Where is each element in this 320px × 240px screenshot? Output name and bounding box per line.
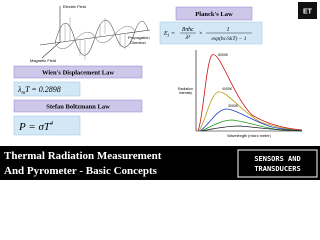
planck-title: Planck's Law (195, 11, 233, 18)
wien-title-box (13, 65, 143, 79)
planck-E: E (163, 31, 168, 37)
curve-blue (199, 108, 303, 132)
logo-text: ET (303, 9, 313, 16)
planck-title-box (175, 6, 253, 21)
y-label-1: Radiation (178, 87, 193, 91)
planck-mul: × (199, 31, 202, 37)
stefan-title-box (13, 99, 143, 113)
label-magnetic: Magnetic Field (30, 58, 56, 63)
curve-label-3: 3000K (228, 104, 239, 108)
wien-rest: T = 0.2898 (25, 85, 61, 94)
badge-1: SENSORS AND (254, 155, 300, 163)
label-direction: Direction (130, 40, 146, 45)
curve-yellow (198, 91, 303, 132)
curve-red (197, 54, 303, 132)
stefan-title: Stefan Boltzmann Law (46, 104, 110, 111)
x-label: Wavelength (micro meter) (227, 134, 271, 138)
planck-den: λ⁵ (185, 35, 191, 41)
curve-black (201, 125, 303, 132)
badge-box (237, 149, 318, 178)
wien-symbol: λ (17, 85, 22, 94)
planck-num2: 1 (227, 27, 230, 33)
magnetic-wave (54, 25, 136, 50)
planck-eq: = (171, 31, 175, 37)
planck-graph (195, 50, 303, 132)
footer-title-2: And Pyrometer - Basic Concepts (4, 165, 158, 177)
thumbnail: Electric Field Magnetic Field Propagatio… (0, 0, 320, 180)
stefan-lhs: P = σT (18, 121, 51, 133)
wien-formula-box (13, 81, 81, 97)
stefan-formula-box (13, 115, 81, 136)
curve-green (200, 119, 303, 132)
footer-title-1: Thermal Radiation Measurement (4, 150, 162, 162)
badge-2: TRANSDUCERS (254, 165, 300, 173)
planck-num: 8πhc (182, 27, 194, 33)
wien-formula: λmT = 0.2898 (17, 85, 61, 96)
wave-hatching (64, 17, 126, 60)
planck-formula: Eλ = 8πhc λ⁵ × 1 exp(hc/λkT) − 1 (163, 27, 252, 42)
y-label-2: Intensity (179, 91, 192, 95)
planck-lhs-sub: λ (167, 33, 170, 38)
label-electric: Electric Field (63, 4, 86, 9)
curve-label-1: 5000K (218, 53, 229, 57)
curve-label-2: 4000K (222, 87, 233, 91)
wien-sub: m (21, 91, 25, 96)
wien-title: Wien's Displacement Law (42, 70, 114, 77)
axis-magnetic (41, 41, 61, 59)
logo-box (298, 2, 317, 19)
planck-lhs: Eλ = (163, 31, 175, 38)
label-propagation: Propagation (128, 35, 150, 40)
planck-den2: exp(hc/λkT) − 1 (211, 35, 246, 42)
stefan-formula: P = σT4 (18, 120, 53, 133)
wave-diagram (39, 6, 151, 60)
stefan-exp: 4 (50, 120, 53, 127)
footer-band (0, 146, 320, 180)
